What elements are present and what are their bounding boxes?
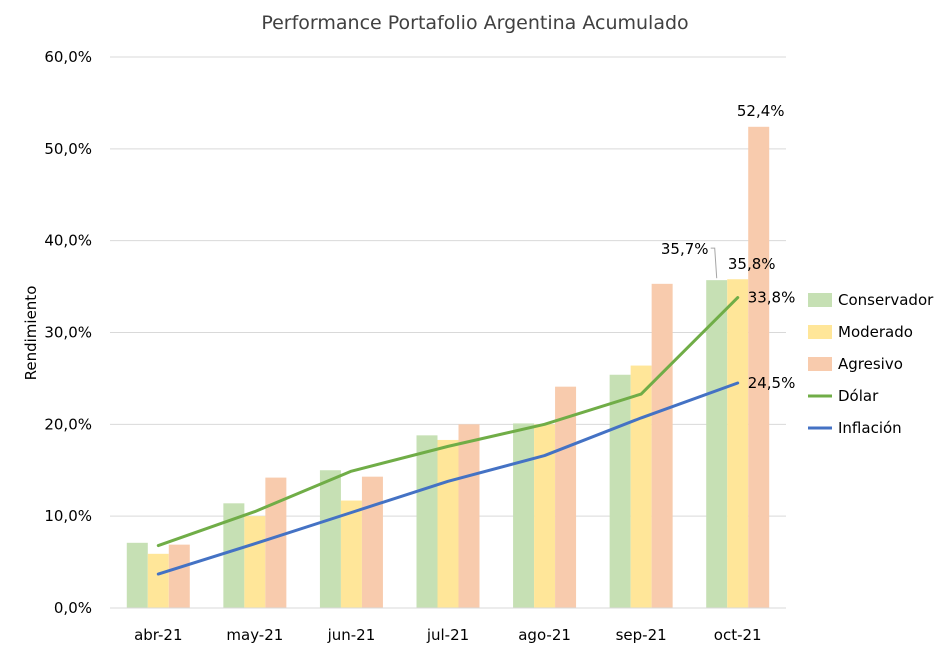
legend: Conservador Moderado Agresivo Dólar Inflació… [808,291,934,437]
bar-agresivo [458,424,480,608]
data-label-leader [710,247,718,279]
axes: 0,0% 10,0% 20,0% 30,0% 40,0% 50,0% 60,0% abr-21… [44,48,786,644]
y-tick-label: 60,0% [44,48,92,66]
legend-swatch [808,293,832,307]
bar-agresivo [265,477,287,608]
legend-label: Conservador [838,291,934,309]
line-dolar [156,296,740,548]
bar-conservador [609,374,631,608]
x-tick-label: ago-21 [518,626,571,644]
data-labels: 35,7% 35,8% 52,4% 33,8% 24,5% [661,102,795,392]
x-tick-label: jul-21 [426,626,469,644]
bar-moderado [340,500,362,608]
x-tick-label: abr-21 [134,626,182,644]
y-tick-label: 0,0% [54,599,92,617]
bar-moderado [244,516,266,608]
bar-moderado [534,424,556,608]
bar-moderado [727,279,749,608]
legend-swatch [808,357,832,371]
bar-moderado [630,365,652,608]
x-tick-label: jun-21 [327,626,376,644]
bar-conservador [706,280,728,608]
bar-conservador [513,423,535,608]
y-axis-label: Rendimiento [22,286,40,381]
bar-agresivo [748,126,770,608]
bar-conservador [223,503,245,608]
bar-conservador [416,435,438,608]
data-label: 52,4% [737,102,785,120]
data-label: 35,8% [728,255,776,273]
legend-label: Agresivo [838,355,903,373]
gridlines [110,56,786,517]
y-tick-label: 20,0% [44,415,92,433]
bar-agresivo [168,544,190,608]
bar-moderado [147,553,169,608]
line-group [156,296,740,576]
legend-label: Moderado [838,323,913,341]
line-inflacion [156,381,740,576]
legend-label: Inflación [838,419,902,437]
y-tick-label: 40,0% [44,232,92,250]
x-tick-label: sep-21 [616,626,667,644]
x-tick-label: may-21 [226,626,283,644]
y-tick-label: 30,0% [44,324,92,342]
bar-agresivo [361,476,383,608]
bar-moderado [437,439,459,608]
data-label: 33,8% [748,289,796,307]
legend-swatch [808,325,832,339]
y-tick-label: 50,0% [44,140,92,158]
chart-title: Performance Portafolio Argentina Acumula… [261,12,688,34]
x-tick-label: oct-21 [714,626,762,644]
data-label: 35,7% [661,240,709,258]
bar-conservador [126,542,148,608]
bar-agresivo [555,386,577,608]
data-label: 24,5% [748,374,796,392]
bar-conservador [319,470,341,608]
bar-agresivo [651,283,673,608]
y-tick-label: 10,0% [44,507,92,525]
bar-group [126,126,770,608]
legend-label: Dólar [838,387,879,405]
